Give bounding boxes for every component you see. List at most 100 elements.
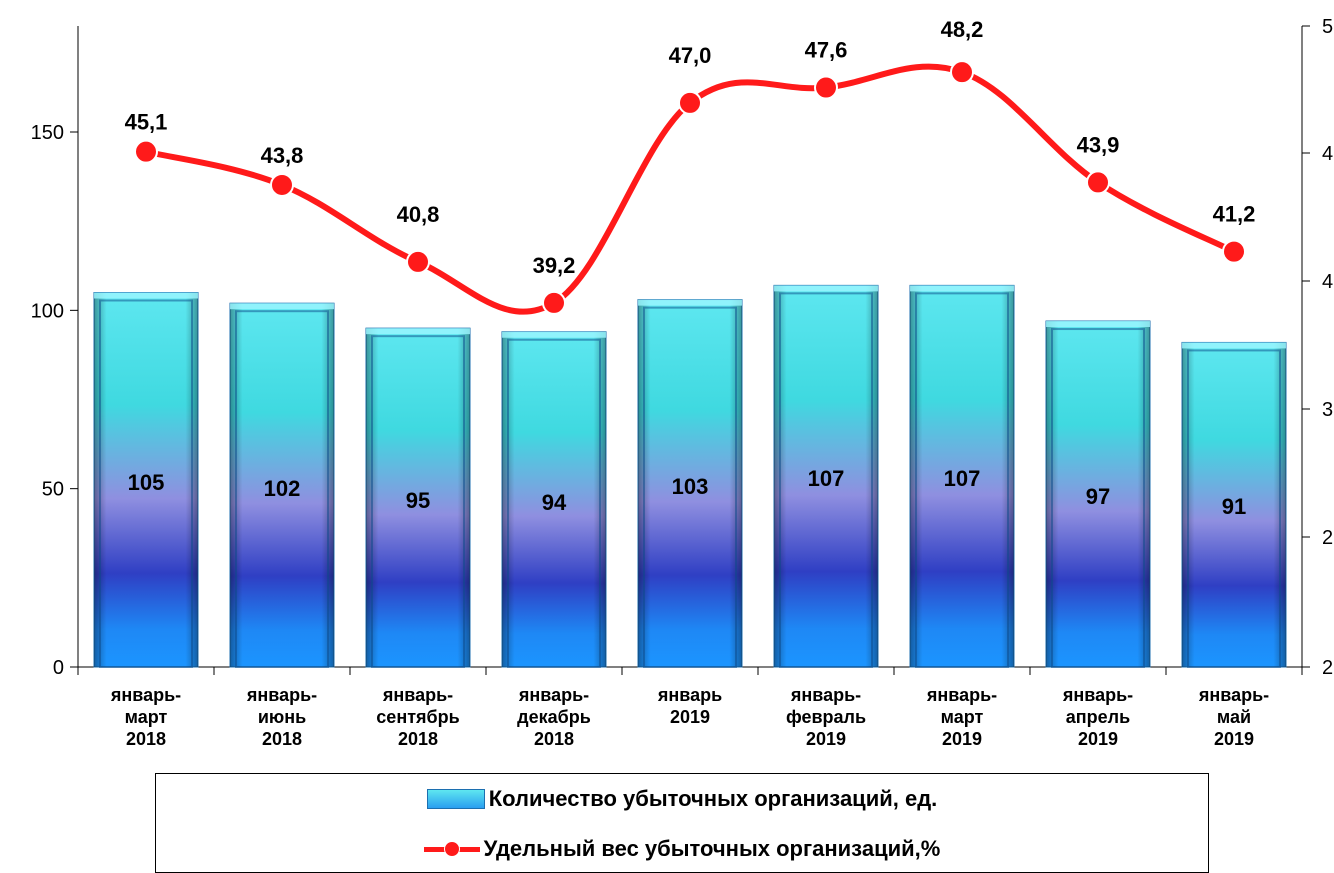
bar-bevel	[915, 292, 1009, 668]
x-category-label-line: 2018	[534, 729, 574, 749]
x-category-label-line: 2018	[398, 729, 438, 749]
bar-bevel	[507, 338, 601, 668]
x-category-label-line: январь-	[790, 685, 861, 705]
x-category-label-line: 2019	[670, 707, 710, 727]
y-right-tick-label: 3	[1322, 399, 1333, 421]
x-category-label-line: март	[941, 707, 984, 727]
line-value-label: 40,8	[397, 202, 440, 227]
x-category-label-line: январь-	[518, 685, 589, 705]
x-category-label-line: май	[1217, 707, 1251, 727]
bar-shade	[366, 328, 470, 667]
x-category-label: январь-апрель 2019	[1062, 685, 1133, 749]
x-category-label: январь-декабрь 2018	[517, 685, 591, 749]
bar-value-label: 94	[542, 490, 567, 515]
x-category-label-line: январь-	[246, 685, 317, 705]
x-category-label-line: апрель	[1066, 707, 1130, 727]
bar-top-highlight	[230, 303, 334, 310]
line-value-label: 47,6	[805, 38, 848, 63]
bar-bevel	[235, 310, 329, 668]
x-category-label-line: март	[125, 707, 168, 727]
legend: Количество убыточных организаций, ед. Уд…	[155, 773, 1209, 873]
bar-value-label: 91	[1222, 494, 1246, 519]
bar-shade	[1182, 342, 1286, 667]
bar-shade	[230, 303, 334, 667]
bar-top-highlight	[1046, 321, 1150, 328]
line-point	[814, 75, 838, 100]
line-value-label: 43,8	[261, 143, 304, 168]
bar-value-label: 103	[672, 474, 709, 499]
x-category-label-line: 2019	[1214, 729, 1254, 749]
bar-value-label: 107	[944, 466, 981, 491]
bar-bevel	[1051, 328, 1145, 668]
bar-value-label: 107	[808, 466, 845, 491]
line-point	[542, 290, 566, 315]
line-value-label: 39,2	[533, 253, 576, 278]
y-left-tick-label: 50	[42, 479, 64, 501]
legend-item-line: Удельный вес убыточных организаций,%	[156, 836, 1208, 862]
labels: 105 102 95 94 103 107 107 97 91 45,1 43,8 40,8 39,2 4…	[125, 17, 1256, 519]
bar-bevel	[643, 306, 737, 668]
line-point	[1086, 170, 1110, 195]
y-left-tick-label: 0	[53, 657, 64, 679]
line-point	[134, 139, 158, 164]
x-category-label-line: январь-	[1062, 685, 1133, 705]
x-category-label-line: 2019	[942, 729, 982, 749]
y-right-tick-label: 2	[1322, 657, 1333, 679]
legend-label-bars: Количество убыточных организаций, ед.	[488, 786, 938, 811]
bar-top-highlight	[94, 292, 198, 299]
bar-value-label: 95	[406, 488, 430, 513]
x-category-label: январь-май 2019	[1198, 685, 1269, 749]
line-value-label: 47,0	[669, 43, 712, 68]
x-category-label-line: декабрь	[517, 707, 591, 727]
x-category-label-line: 2019	[806, 729, 846, 749]
x-category-label: январь 2019	[657, 685, 722, 727]
line-point	[950, 60, 974, 85]
line-value-label: 45,1	[125, 110, 168, 135]
bar-value-label: 105	[128, 470, 165, 495]
x-category-label: январь-март 2018	[110, 685, 181, 749]
bar-bevel	[371, 335, 465, 668]
line-point	[1222, 239, 1246, 264]
line-value-label: 48,2	[941, 17, 984, 42]
bar-top-highlight	[910, 285, 1014, 292]
bar-shade	[774, 285, 878, 667]
bar-value-label: 102	[264, 476, 301, 501]
x-category-label: январь-март 2019	[926, 685, 997, 749]
y-left-tick-label: 150	[31, 122, 64, 144]
y-right-tick-label: 5	[1322, 16, 1333, 38]
bar-top-highlight	[638, 299, 742, 306]
bar-bevel	[99, 299, 193, 668]
bar-shade	[94, 292, 198, 667]
x-category-label-line: январь-	[382, 685, 453, 705]
x-category-label: январь-июнь 2018	[246, 685, 317, 749]
line-point	[270, 172, 294, 197]
x-category-label-line: январь-	[1198, 685, 1269, 705]
bar-top-highlight	[1182, 342, 1286, 349]
bar-bevel	[1187, 349, 1281, 668]
bar-top-highlight	[502, 331, 606, 338]
legend-item-bars: Количество убыточных организаций, ед.	[156, 786, 1208, 812]
bar-shade	[1046, 321, 1150, 667]
x-category-label-line: сентябрь	[376, 707, 459, 727]
x-category-label-line: 2018	[126, 729, 166, 749]
legend-line-swatch	[423, 840, 480, 858]
y-right-tick-label: 4	[1322, 271, 1333, 293]
y-right-tick-label: 4	[1322, 143, 1333, 165]
bar-value-label: 97	[1086, 484, 1110, 509]
x-category-label-line: 2018	[262, 729, 302, 749]
y-right-tick-label: 2	[1322, 527, 1333, 549]
bar-top-highlight	[774, 285, 878, 292]
legend-label-line: Удельный вес убыточных организаций,%	[483, 836, 941, 861]
line-value-label: 43,9	[1077, 132, 1120, 157]
line-point	[406, 249, 430, 274]
line-point	[678, 90, 702, 115]
x-category-label-line: январь-	[110, 685, 181, 705]
line-series	[134, 60, 1246, 315]
bar-bevel	[779, 292, 873, 668]
bar-shade	[910, 285, 1014, 667]
bars	[93, 284, 1287, 668]
x-category-label-line: 2019	[1078, 729, 1118, 749]
x-category-label: январь-февраль 2019	[786, 685, 866, 749]
